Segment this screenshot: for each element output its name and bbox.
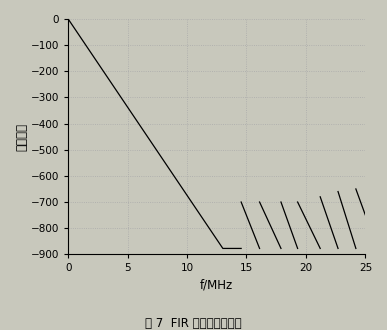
Text: 图 7  FIR 滤波器的相频图: 图 7 FIR 滤波器的相频图 <box>145 317 242 330</box>
X-axis label: f/MHz: f/MHz <box>200 279 233 292</box>
Y-axis label: 相位／度: 相位／度 <box>15 123 28 151</box>
